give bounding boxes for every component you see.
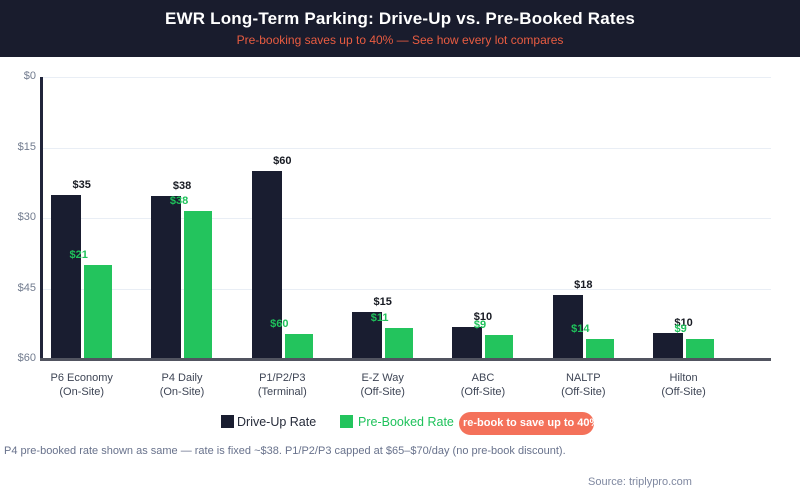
x-label-site: (Off-Site) xyxy=(561,386,606,398)
source-credit: Source: triplypro.com xyxy=(588,476,692,488)
bar-pre-booked xyxy=(284,333,313,358)
page-title: EWR Long-Term Parking: Drive-Up vs. Pre-… xyxy=(164,9,636,28)
value-label-drive-up: $10 xyxy=(674,317,693,330)
header: EWR Long-Term Parking: Drive-Up vs. Pre-… xyxy=(0,0,800,57)
gridline xyxy=(43,77,771,78)
y-tick-label: $30 xyxy=(17,211,36,223)
value-label-pre-booked: $21 xyxy=(69,248,88,261)
bar-group: $10 $9 xyxy=(433,0,533,358)
page-subtitle: Pre-booking saves up to 40% — See how ev… xyxy=(236,33,564,47)
y-tick-label: $45 xyxy=(17,281,36,294)
savings-badge: re-book to save up to 40% xyxy=(459,412,594,435)
bar-drive-up xyxy=(652,333,683,358)
bar-group: $18 $14 xyxy=(533,0,633,358)
x-label-name: P4 Daily xyxy=(161,372,203,384)
y-tick-label: $60 xyxy=(17,352,36,364)
x-label-site: (On-Site) xyxy=(59,386,104,398)
y-tick-label: $15 xyxy=(17,140,36,153)
value-label-drive-up: $18 xyxy=(574,279,593,292)
bar-group: $15 $11 xyxy=(333,0,433,358)
legend-label-drive-up: Drive-Up Rate xyxy=(237,415,317,429)
x-label-name: Hilton xyxy=(669,372,698,384)
value-label-pre-booked: $14 xyxy=(571,323,590,336)
x-label-name: P1/P2/P3 xyxy=(259,372,306,384)
gridline xyxy=(43,288,771,290)
value-label-pre-booked: $9 xyxy=(674,323,687,336)
legend-label-pre-booked: Pre-Booked Rate xyxy=(358,415,454,429)
bar-group: $38 $38 xyxy=(132,0,232,358)
x-label-name: P6 Economy xyxy=(50,372,113,384)
gridline xyxy=(43,147,771,149)
bar-pre-booked xyxy=(685,339,714,358)
bar-group: $60 $60 xyxy=(232,0,332,358)
legend-swatch-drive-up xyxy=(221,415,234,428)
y-axis-line xyxy=(40,77,43,361)
bar-pre-booked xyxy=(83,264,112,358)
value-label-pre-booked: $9 xyxy=(473,318,487,331)
x-axis-label: E-Z Way (Off-Site) xyxy=(333,371,433,399)
footnote: P4 pre-booked rate shown as same — rate … xyxy=(4,445,566,457)
value-label-pre-booked: $38 xyxy=(169,194,189,207)
x-label-site: (Terminal) xyxy=(257,386,307,398)
x-axis-label: Hilton (Off-Site) xyxy=(634,371,734,399)
x-axis-label: P6 Economy (On-Site) xyxy=(32,371,132,399)
gridline xyxy=(43,218,771,219)
value-label-drive-up: $60 xyxy=(273,154,292,167)
x-label-name: ABC xyxy=(471,372,495,384)
value-label-pre-booked: $11 xyxy=(370,312,389,325)
bar-drive-up xyxy=(351,312,382,358)
legend-swatch-pre-booked xyxy=(340,415,353,428)
x-axis-label: NALTP (Off-Site) xyxy=(533,371,633,399)
x-label-site: (Off-Site) xyxy=(661,386,706,398)
x-label-name: E-Z Way xyxy=(361,372,404,384)
x-axis-baseline xyxy=(40,358,771,361)
x-label-site: (On-Site) xyxy=(159,386,205,398)
x-axis-label: P4 Daily (On-Site) xyxy=(132,371,232,399)
bar-pre-booked xyxy=(585,339,614,358)
value-label-drive-up: $35 xyxy=(72,178,91,191)
x-label-site: (Off-Site) xyxy=(460,386,506,398)
bar-pre-booked xyxy=(485,334,514,358)
bar-drive-up xyxy=(151,195,182,358)
bar-drive-up xyxy=(452,327,483,358)
x-label-site: (Off-Site) xyxy=(360,386,405,398)
x-axis-label: ABC (Off-Site) xyxy=(433,371,533,399)
bar-group: $10 $9 xyxy=(634,0,734,358)
y-tick-label: $0 xyxy=(23,70,36,82)
bar-drive-up xyxy=(251,170,282,358)
bar-pre-booked xyxy=(384,328,413,358)
bar-drive-up xyxy=(552,295,583,358)
bar-drive-up xyxy=(50,194,81,358)
bar-pre-booked xyxy=(184,210,213,358)
value-label-pre-booked: $60 xyxy=(270,317,289,330)
bar-group: $35 $21 xyxy=(32,0,132,358)
value-label-drive-up: $15 xyxy=(373,296,392,309)
x-axis-label: P1/P2/P3 (Terminal) xyxy=(232,371,332,399)
value-label-drive-up: $38 xyxy=(172,179,192,192)
value-label-drive-up: $10 xyxy=(473,311,493,324)
x-label-name: NALTP xyxy=(565,372,601,384)
